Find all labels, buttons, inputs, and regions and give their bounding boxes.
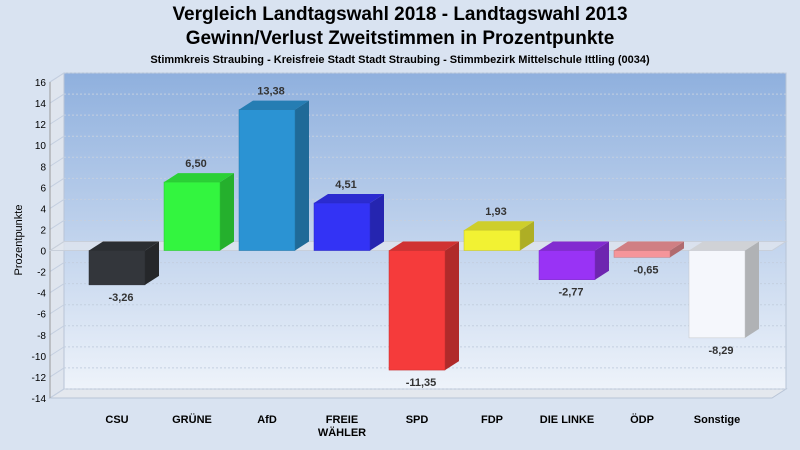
category-label: FDP — [481, 414, 503, 426]
category-label: CSU — [105, 414, 128, 426]
gridline-side — [49, 156, 65, 167]
bar-value-label: -0,65 — [633, 264, 658, 276]
y-tick-label: 0 — [40, 247, 46, 258]
bar-front — [688, 250, 746, 339]
y-tick-label: 16 — [35, 78, 47, 89]
bar-top — [464, 221, 534, 231]
category-label: DIE LINKE — [540, 414, 594, 426]
bar-front — [388, 250, 446, 371]
bar[interactable] — [688, 241, 759, 339]
y-tick-label: -2 — [37, 268, 46, 279]
gridline-side — [49, 93, 65, 104]
y-tick-label: 8 — [40, 162, 46, 173]
y-axis-label: Prozentpunkte — [13, 205, 25, 276]
bar-side — [670, 241, 684, 258]
bar-side — [595, 241, 609, 280]
bar-value-label: 6,50 — [185, 158, 206, 170]
bar-top — [689, 241, 759, 251]
gridline-side — [49, 177, 65, 188]
bar[interactable] — [463, 221, 534, 251]
bar-value-label: 1,93 — [485, 206, 506, 218]
gridline-side — [49, 388, 65, 399]
bar-top — [614, 241, 684, 251]
y-tick-label: -8 — [37, 331, 46, 342]
y-tick-label: -10 — [32, 352, 47, 363]
bar-front — [88, 250, 146, 286]
y-tick-label: 12 — [35, 120, 47, 131]
bar[interactable] — [88, 241, 159, 286]
chart-subtitle: Gewinn/Verlust Zweitstimmen in Prozentpu… — [185, 28, 615, 49]
category-label: ÖDP — [630, 413, 654, 426]
bar-side — [295, 100, 309, 251]
gridline-side — [49, 198, 65, 209]
bar[interactable] — [163, 173, 234, 251]
bar[interactable] — [238, 100, 309, 251]
gridline-side — [49, 325, 65, 336]
bar-front — [613, 250, 671, 258]
bar-side — [745, 241, 759, 338]
bar[interactable] — [538, 241, 609, 280]
gridline-side — [49, 304, 65, 315]
gridline-side — [49, 283, 65, 294]
bar-top — [239, 100, 309, 110]
bar-top — [539, 241, 609, 251]
bar-top — [164, 173, 234, 183]
bar-side — [370, 194, 384, 251]
category-label: SPD — [406, 414, 429, 426]
gridline-side — [49, 135, 65, 146]
gridline-side — [49, 367, 65, 378]
bar-front — [463, 229, 521, 251]
bar-top — [389, 241, 459, 251]
bar-front — [238, 109, 296, 251]
bar-value-label: 4,51 — [335, 179, 356, 191]
category-label: WÄHLER — [318, 426, 366, 439]
bar-side — [520, 221, 534, 251]
bar-side — [145, 241, 159, 285]
bar[interactable] — [388, 241, 459, 371]
plot-floor — [48, 388, 788, 399]
bar-front — [538, 250, 596, 280]
y-tick-label: 6 — [40, 183, 46, 194]
bar-front — [313, 202, 371, 251]
gridline-side — [49, 114, 65, 125]
bar-front — [163, 181, 221, 251]
category-label: GRÜNE — [172, 413, 212, 426]
bar-value-label: -3,26 — [108, 292, 133, 304]
bar[interactable] — [613, 241, 684, 258]
y-tick-label: -14 — [32, 394, 47, 405]
y-tick-label: 14 — [35, 99, 47, 110]
y-tick-label: -12 — [32, 373, 47, 384]
y-tick-label: -4 — [37, 289, 46, 300]
chart-title: Vergleich Landtagswahl 2018 - Landtagswa… — [172, 4, 628, 25]
category-label: AfD — [257, 414, 277, 426]
plot-side-wall — [49, 72, 65, 399]
bar-side — [445, 241, 459, 371]
y-tick-label: 4 — [40, 204, 46, 215]
bar-value-label: -2,77 — [558, 287, 583, 299]
y-tick-label: 10 — [35, 141, 47, 152]
bar-side — [220, 173, 234, 251]
bar-value-label: -11,35 — [406, 377, 437, 389]
bar-top — [89, 241, 159, 251]
category-label: Sonstige — [694, 414, 740, 426]
gridline-side — [49, 262, 65, 273]
bar[interactable] — [313, 194, 384, 251]
gridline-side — [49, 220, 65, 230]
bar-value-label: -8,29 — [708, 345, 733, 357]
gridline-side — [49, 346, 65, 357]
category-label: FREIE — [326, 414, 358, 426]
y-tick-label: -6 — [37, 310, 46, 321]
y-tick-label: 2 — [40, 225, 46, 236]
chart-region-subtitle: Stimmkreis Straubing - Kreisfreie Stadt … — [150, 54, 650, 66]
bar-value-label: 13,38 — [257, 86, 285, 98]
gridline-side — [49, 72, 65, 83]
bar-top — [314, 194, 384, 204]
